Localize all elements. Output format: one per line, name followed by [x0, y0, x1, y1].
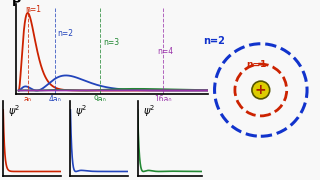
Text: 16a₀: 16a₀ — [154, 95, 172, 104]
Text: n=2: n=2 — [204, 36, 225, 46]
Text: P: P — [12, 0, 21, 9]
Text: $\psi^2$: $\psi^2$ — [75, 103, 87, 119]
Text: n=1: n=1 — [25, 5, 41, 14]
Text: n=1: n=1 — [247, 60, 267, 69]
Text: n=4: n=4 — [158, 47, 174, 56]
Text: n=2: n=2 — [57, 29, 73, 38]
Text: +: + — [255, 83, 267, 97]
Text: $\psi^2$: $\psi^2$ — [8, 103, 20, 119]
Text: $\psi^2$: $\psi^2$ — [143, 103, 155, 119]
Circle shape — [252, 81, 270, 99]
Text: n=3: n=3 — [103, 38, 119, 47]
Text: a₀: a₀ — [24, 95, 32, 104]
Text: 4a₀: 4a₀ — [48, 95, 61, 104]
Text: 9a₀: 9a₀ — [93, 95, 106, 104]
